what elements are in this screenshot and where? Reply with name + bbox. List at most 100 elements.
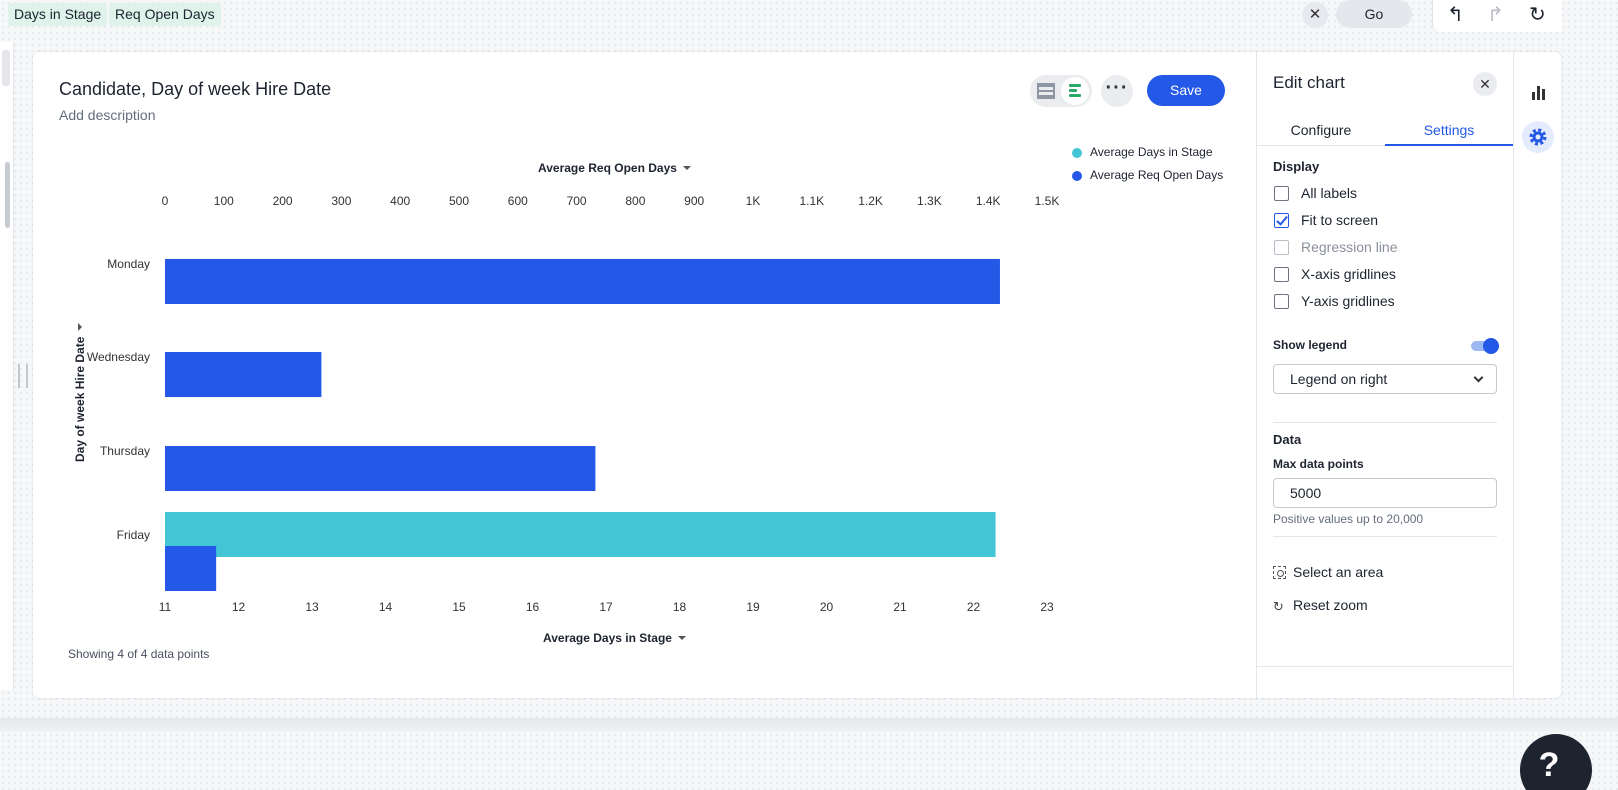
answer-card: Candidate, Day of week Hire Date Add des… xyxy=(33,52,1561,698)
top-axis-tick-label: 500 xyxy=(449,194,469,208)
edit-chart-panel: Edit chart ✕ Configure Settings Display … xyxy=(1256,52,1514,698)
bottom-axis-tick-label: 14 xyxy=(379,600,393,614)
divider xyxy=(1273,422,1497,423)
help-button[interactable]: ? xyxy=(1520,734,1592,790)
legend-item-days-in-stage[interactable]: Average Days in Stage xyxy=(1072,144,1223,167)
resize-grip[interactable] xyxy=(18,364,28,388)
bar-chart-icon xyxy=(1532,86,1545,100)
legend-dot xyxy=(1072,148,1082,158)
top-axis-tick-label: 200 xyxy=(273,194,293,208)
top-axis-tick-label: 1.3K xyxy=(917,194,942,208)
display-section-title: Display xyxy=(1273,159,1320,174)
category-label-wednesday: Wednesday xyxy=(87,350,150,364)
bottom-axis-tick-label: 11 xyxy=(159,600,172,614)
left-scrollbar[interactable] xyxy=(5,162,10,228)
top-axis-tick-label: 1.5K xyxy=(1035,194,1060,208)
bottom-axis-tick-label: 20 xyxy=(820,600,834,614)
save-button[interactable]: Save xyxy=(1147,75,1225,106)
data-points-note: Showing 4 of 4 data points xyxy=(68,647,210,661)
chart-type-button[interactable] xyxy=(1522,75,1554,107)
clear-search-button[interactable]: ✕ xyxy=(1302,2,1328,28)
table-view-icon[interactable] xyxy=(1037,83,1055,99)
show-legend-toggle[interactable] xyxy=(1471,338,1499,354)
checkbox-y-axis-gridlines[interactable]: Y-axis gridlines xyxy=(1273,292,1395,312)
bottom-axis-tick-label: 22 xyxy=(967,600,981,614)
tab-settings[interactable]: Settings xyxy=(1423,122,1475,138)
active-tab-indicator xyxy=(1385,144,1513,146)
select-area-icon xyxy=(1273,566,1286,579)
history-controls: ↰ ↱ ↻ xyxy=(1432,0,1562,32)
bottom-axis-tick-label: 23 xyxy=(1040,600,1054,614)
top-axis-tick-label: 600 xyxy=(508,194,528,208)
bar-req-open-days-thursday[interactable] xyxy=(165,446,596,491)
show-legend-label: Show legend xyxy=(1273,338,1348,352)
checkbox-x-axis-gridlines[interactable]: X-axis gridlines xyxy=(1273,265,1396,285)
search-token-req-open-days[interactable]: Req Open Days xyxy=(109,3,221,26)
divider xyxy=(1273,536,1497,537)
page-bottom-band xyxy=(0,718,1618,732)
close-panel-button[interactable]: ✕ xyxy=(1473,72,1497,96)
view-toggle[interactable] xyxy=(1030,75,1092,107)
chart-title[interactable]: Candidate, Day of week Hire Date xyxy=(59,79,332,99)
bar-days-in-stage-friday[interactable] xyxy=(165,512,996,557)
y-axis-title[interactable]: Day of week Hire Date xyxy=(73,322,87,462)
right-rail xyxy=(1513,52,1561,698)
left-panel-strip xyxy=(0,42,14,690)
chevron-down-icon xyxy=(1473,372,1484,383)
search-token-days-in-stage[interactable]: Days in Stage xyxy=(8,3,108,26)
top-axis-tick-label: 900 xyxy=(684,194,704,208)
top-axis-tick-label: 0 xyxy=(162,194,169,208)
category-label-friday: Friday xyxy=(117,528,150,542)
bottom-axis-tick-label: 21 xyxy=(893,600,907,614)
bottom-axis-tick-label: 15 xyxy=(452,600,466,614)
bar-req-open-days-friday[interactable] xyxy=(165,546,217,591)
bottom-axis-tick-label: 12 xyxy=(232,600,246,614)
bottom-axis-tick-label: 19 xyxy=(746,600,760,614)
reset-zoom-button[interactable]: ↻ Reset zoom xyxy=(1273,597,1368,614)
tab-configure[interactable]: Configure xyxy=(1290,122,1352,138)
chart-view-icon[interactable] xyxy=(1061,77,1089,105)
top-axis-tick-label: 300 xyxy=(331,194,351,208)
go-button[interactable]: Go xyxy=(1336,0,1412,28)
redo-icon[interactable]: ↱ xyxy=(1487,4,1504,26)
select-area-button[interactable]: Select an area xyxy=(1273,563,1383,583)
add-description[interactable]: Add description xyxy=(59,107,156,123)
search-bar: Days in Stage Req Open Days ✕ Go ↰ ↱ ↻ xyxy=(0,0,1618,32)
top-axis-tick-label: 1.1K xyxy=(799,194,824,208)
top-axis-tick-label: 400 xyxy=(390,194,410,208)
bar-chart: 0 100 200 300 400 500 600 700 800 900 1K 1.1K 1.2K 1.… xyxy=(33,52,1248,698)
category-label-monday: Monday xyxy=(107,257,150,271)
top-axis-title[interactable]: Average Req Open Days xyxy=(538,161,691,175)
panel-tabs: Configure Settings xyxy=(1257,118,1514,146)
bottom-axis-title[interactable]: Average Days in Stage xyxy=(543,631,686,645)
chart-settings-button[interactable] xyxy=(1522,121,1554,153)
legend: Average Days in Stage Average Req Open D… xyxy=(1072,144,1223,190)
legend-position-select[interactable]: Legend on right xyxy=(1273,364,1497,394)
gear-icon xyxy=(1529,128,1547,146)
max-data-points-hint: Positive values up to 20,000 xyxy=(1273,512,1424,526)
top-axis-tick-label: 1.2K xyxy=(858,194,883,208)
top-axis-tick-label: 1.4K xyxy=(976,194,1001,208)
bottom-axis-tick-label: 13 xyxy=(305,600,319,614)
checkbox-fit-to-screen[interactable]: Fit to screen xyxy=(1273,211,1378,231)
max-data-points-input[interactable]: 5000 xyxy=(1273,478,1497,508)
bottom-axis-tick-label: 17 xyxy=(599,600,613,614)
bottom-axis-tick-label: 18 xyxy=(673,600,687,614)
checkbox-all-labels[interactable]: All labels xyxy=(1273,184,1357,204)
undo-icon[interactable]: ↰ xyxy=(1447,4,1464,26)
left-panel-handle[interactable] xyxy=(2,50,10,86)
panel-title: Edit chart xyxy=(1273,73,1345,92)
bottom-axis-tick-label: 16 xyxy=(526,600,540,614)
checkbox-regression-line[interactable]: Regression line xyxy=(1273,238,1398,258)
chart-canvas[interactable]: 0 100 200 300 400 500 600 700 800 900 1K 1.1K 1.2K 1.… xyxy=(33,52,1248,698)
category-label-thursday: Thursday xyxy=(100,444,150,458)
reset-zoom-icon: ↻ xyxy=(1273,599,1284,614)
bar-req-open-days-wednesday[interactable] xyxy=(165,352,322,397)
divider xyxy=(1257,666,1514,667)
reset-icon[interactable]: ↻ xyxy=(1529,4,1546,26)
max-data-points-label: Max data points xyxy=(1273,457,1364,471)
top-axis-tick-label: 700 xyxy=(567,194,587,208)
legend-item-req-open-days[interactable]: Average Req Open Days xyxy=(1072,167,1223,190)
more-options-button[interactable]: ··· xyxy=(1101,75,1133,107)
bar-req-open-days-monday[interactable] xyxy=(165,259,1000,304)
